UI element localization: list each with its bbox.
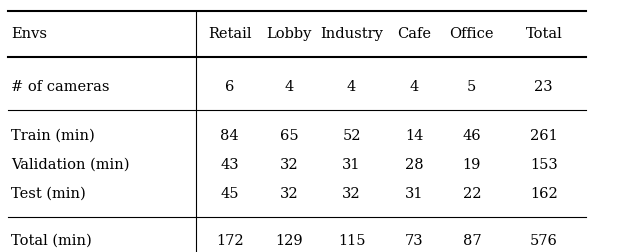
- Text: 28: 28: [404, 158, 423, 172]
- Text: 5: 5: [467, 80, 477, 94]
- Text: Train (min): Train (min): [11, 129, 95, 143]
- Text: Total: Total: [526, 27, 562, 41]
- Text: 4: 4: [409, 80, 419, 94]
- Text: # of cameras: # of cameras: [11, 80, 109, 94]
- Text: 73: 73: [404, 234, 423, 248]
- Text: 87: 87: [463, 234, 481, 248]
- Text: 162: 162: [530, 187, 558, 201]
- Text: 153: 153: [530, 158, 558, 172]
- Text: 4: 4: [284, 80, 294, 94]
- Text: Envs: Envs: [11, 27, 46, 41]
- Text: 129: 129: [275, 234, 303, 248]
- Text: 6: 6: [225, 80, 234, 94]
- Text: 576: 576: [530, 234, 558, 248]
- Text: 22: 22: [463, 187, 481, 201]
- Text: 43: 43: [220, 158, 239, 172]
- Text: Lobby: Lobby: [266, 27, 311, 41]
- Text: 65: 65: [279, 129, 298, 143]
- Text: Cafe: Cafe: [397, 27, 431, 41]
- Text: 23: 23: [534, 80, 553, 94]
- Text: 32: 32: [279, 187, 298, 201]
- Text: Test (min): Test (min): [11, 187, 85, 201]
- Text: 115: 115: [338, 234, 365, 248]
- Text: Total (min): Total (min): [11, 234, 92, 248]
- Text: 84: 84: [220, 129, 239, 143]
- Text: 261: 261: [530, 129, 558, 143]
- Text: 46: 46: [463, 129, 481, 143]
- Text: Office: Office: [450, 27, 494, 41]
- Text: 31: 31: [405, 187, 423, 201]
- Text: 32: 32: [342, 187, 361, 201]
- Text: 14: 14: [405, 129, 423, 143]
- Text: 4: 4: [347, 80, 356, 94]
- Text: 19: 19: [463, 158, 481, 172]
- Text: Industry: Industry: [320, 27, 383, 41]
- Text: Validation (min): Validation (min): [11, 158, 129, 172]
- Text: 172: 172: [216, 234, 244, 248]
- Text: 31: 31: [342, 158, 360, 172]
- Text: 45: 45: [220, 187, 239, 201]
- Text: Retail: Retail: [208, 27, 251, 41]
- Text: 32: 32: [279, 158, 298, 172]
- Text: 52: 52: [342, 129, 360, 143]
